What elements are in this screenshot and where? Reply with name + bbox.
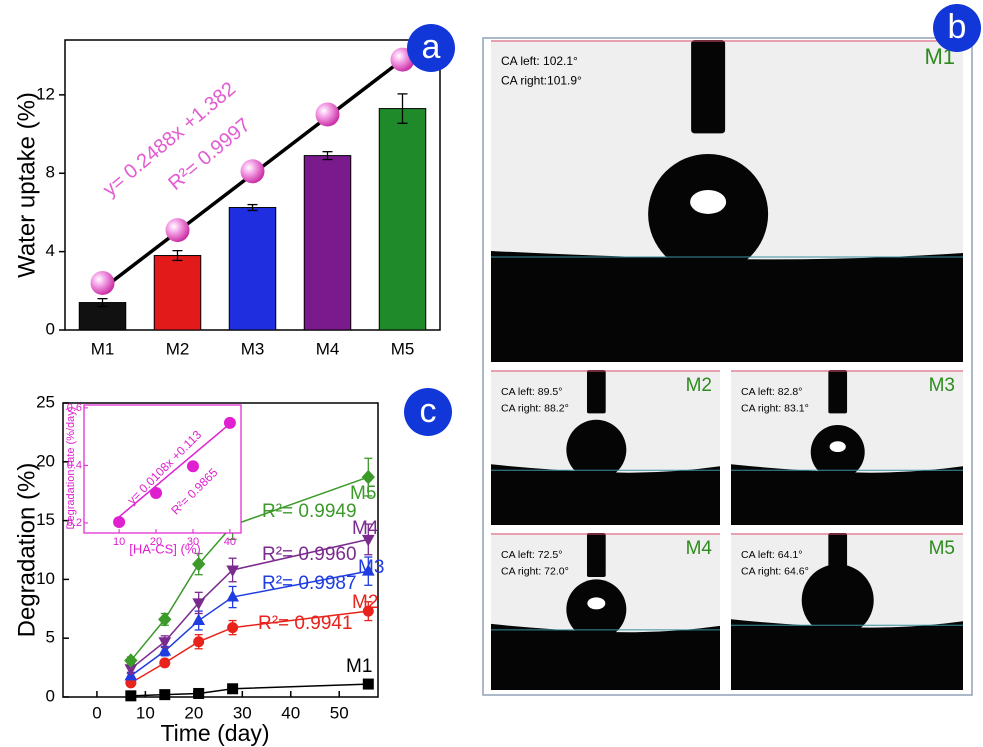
fit-label: R²= 0.9941 — [258, 613, 353, 634]
series-label: M2 — [352, 592, 378, 613]
y-axis-label: Degradation rate (%/day) — [65, 407, 77, 530]
ca-photo: CA left: 72.5° CA right: 72.0° M4 — [491, 533, 720, 690]
fit-label: R²= 0.9949 — [262, 501, 357, 522]
point — [91, 271, 115, 295]
ca-right: CA right:101.9° — [501, 73, 582, 87]
marker — [160, 690, 170, 700]
sample-label: M4 — [686, 538, 713, 559]
marker — [194, 637, 204, 647]
ca-left: CA left: 82.8° — [741, 386, 802, 398]
sample-label: M5 — [929, 538, 955, 559]
ca-left: CA left: 102.1° — [501, 54, 578, 68]
x-tick-label: M5 — [391, 339, 415, 358]
sample-label: M3 — [929, 375, 955, 396]
point — [316, 102, 340, 126]
needle — [691, 40, 725, 133]
x-axis-label: Time (day) — [160, 720, 269, 746]
droplet-reflection — [690, 190, 726, 214]
x-tick-label: M3 — [241, 339, 265, 358]
ca-right: CA right: 72.0° — [501, 566, 569, 578]
y-axis-label: Water uptake (%) — [13, 92, 40, 278]
figure: 04812M1M2M3M4M5y= 0.2488x +1.382R²= 0.99… — [0, 0, 983, 747]
y-tick-label: 25 — [36, 392, 55, 411]
ca-right: CA right: 88.2° — [501, 403, 569, 415]
marker — [362, 471, 374, 484]
x-tick-label: 0 — [92, 703, 101, 722]
x-tick-label: 10 — [136, 703, 155, 722]
y-axis-label: Degradation (%) — [13, 463, 40, 638]
x-tick-label: M1 — [91, 339, 115, 358]
ca-photo: CA left: 82.8° CA right: 83.1° M3 — [731, 370, 963, 525]
y-tick-label: 8 — [46, 163, 55, 182]
bar — [154, 256, 201, 330]
series-label: M3 — [358, 557, 384, 578]
marker — [228, 684, 238, 694]
ca-right: CA right: 64.6° — [741, 566, 809, 578]
x-tick-label: M2 — [166, 339, 190, 358]
marker — [194, 688, 204, 698]
marker — [363, 679, 373, 689]
ca-photo: CA left: 102.1°CA right:101.9°M1 — [491, 40, 963, 362]
y-tick-label: 4 — [46, 241, 55, 260]
droplet-reflection — [830, 441, 846, 452]
bar — [379, 109, 426, 330]
marker — [160, 658, 170, 668]
ca-right: CA right: 83.1° — [741, 403, 809, 415]
ca-left: CA left: 72.5° — [501, 549, 562, 561]
series-label: M5 — [350, 483, 376, 504]
x-tick-label: 50 — [330, 703, 349, 722]
series-label: M1 — [346, 656, 372, 677]
bar — [304, 156, 351, 330]
needle — [828, 533, 847, 577]
marker — [193, 615, 204, 625]
ca-left: CA left: 64.1° — [741, 549, 802, 561]
marker — [126, 691, 136, 701]
panel-label: b — [948, 8, 967, 46]
point — [224, 417, 236, 429]
marker — [228, 623, 238, 633]
droplet-reflection — [587, 597, 605, 609]
panel-label: c — [420, 392, 437, 430]
x-axis-label: [HA-CS] (%) — [129, 541, 201, 556]
y-tick-label: 5 — [46, 628, 55, 647]
x-tick-label: M4 — [316, 339, 340, 358]
panel-label: a — [422, 28, 441, 66]
x-tick-label: 10 — [113, 536, 125, 548]
x-tick-label: 40 — [224, 536, 236, 548]
y-tick-label: 0 — [46, 319, 55, 338]
sample-label: M2 — [686, 375, 712, 396]
ca-left: CA left: 89.5° — [501, 386, 562, 398]
droplet — [648, 154, 768, 274]
needle — [587, 533, 606, 577]
bar — [229, 208, 276, 330]
fit-label: R²= 0.9987 — [262, 573, 357, 594]
needle — [587, 370, 606, 413]
ca-photo: CA left: 89.5° CA right: 88.2° M2 — [491, 370, 720, 525]
point — [187, 460, 199, 472]
point — [241, 159, 265, 183]
y-tick-label: 0 — [46, 686, 55, 705]
ca-photo: CA left: 64.1° CA right: 64.6° M5 — [731, 533, 963, 690]
x-tick-label: 40 — [281, 703, 300, 722]
point — [166, 218, 190, 242]
needle — [828, 370, 847, 413]
fit-label: R²= 0.9960 — [262, 544, 357, 565]
point — [113, 516, 125, 528]
